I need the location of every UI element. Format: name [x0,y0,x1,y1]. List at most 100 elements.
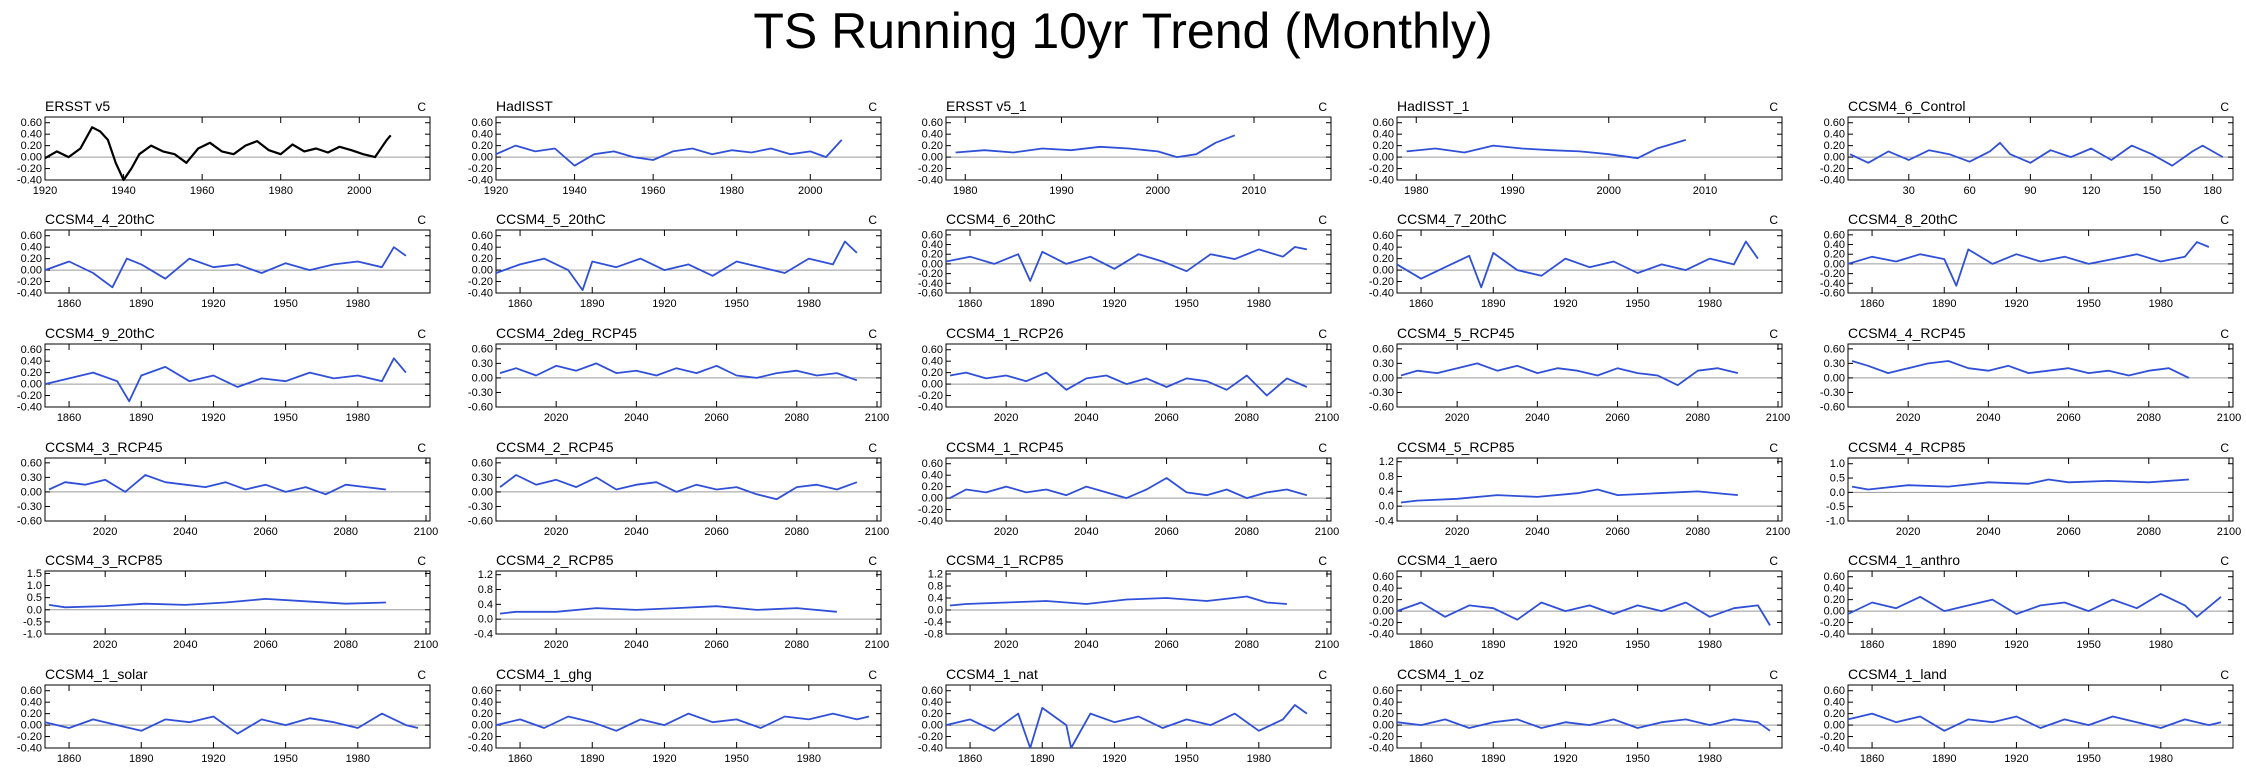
y-tick-label: 0.8 [1379,471,1394,483]
y-tick-label: 0.60 [1824,571,1845,583]
y-tick-label: -0.60 [468,516,493,528]
y-tick-label: -0.40 [17,402,42,414]
y-tick-label: 0.60 [922,344,943,356]
panel-title: CCSM4_1_aero [1397,552,1498,568]
series-line [495,712,870,732]
series-line [44,712,419,735]
y-tick-label: 0.20 [1824,708,1845,720]
x-tick-label: 1890 [1030,298,1054,310]
panel-ccsm4-3-rcp85: CCSM4_3_RCP85 C -1.0-0.50.00.51.01.5 2020 20… [23,552,438,651]
y-tick-label: -0.40 [1820,175,1845,187]
x-tick-label: 1980 [2149,639,2173,651]
series-line [955,134,1236,159]
plot-frame [495,684,882,749]
y-tick-label: 0.00 [472,265,493,277]
x-tick-label: 1980 [953,185,977,197]
y-tick-label: 0.20 [1373,708,1394,720]
x-tick-label: 1920 [1553,298,1577,310]
x-tick-label: 1980 [346,412,370,424]
y-tick-label: 0.40 [472,129,493,141]
panel-ccsm4-2-rcp85: CCSM4_2_RCP85 C -0.4 0.0 0.4 0.8 1.2 2020 2040 20… [474,552,889,651]
y-tick-label: 0.00 [922,379,943,391]
x-tick-label: 1860 [1409,639,1433,651]
y-tick-label: -0.20 [17,163,42,175]
y-tick-label: -0.20 [1820,163,1845,175]
y-tick-label: 0.60 [21,685,42,697]
y-tick-label: 0.60 [1373,685,1394,697]
x-tick-label: 2080 [1686,526,1710,538]
y-tick-label: 0.40 [1824,129,1845,141]
y-tick-label: -0.40 [17,743,42,755]
y-tick-label: -0.40 [1369,175,1394,187]
y-tick-label: 1.5 [27,568,42,580]
x-tick-label: 2080 [1235,412,1259,424]
y-tick-label: 0.20 [1373,253,1394,265]
x-tick-label: 2020 [93,639,117,651]
x-tick-label: 2100 [865,526,889,538]
y-tick-label: 0.00 [21,152,42,164]
panel-ccsm4-1-nat: CCSM4_1_nat C -0.40-0.200.000.200.400.60 18… [918,666,1332,765]
panel-unit: C [868,554,877,568]
y-tick-label: 0.00 [1824,152,1845,164]
x-tick-label: 2100 [1315,526,1339,538]
y-tick-label: -0.60 [1820,402,1845,414]
y-tick-label: 0.20 [472,140,493,152]
y-tick-label: 1.0 [1830,458,1845,470]
y-tick-label: 0.60 [922,458,943,470]
y-tick-label: 0.00 [922,258,943,270]
plot-frame [945,684,1332,749]
y-tick-label: 0.20 [21,708,42,720]
x-tick-label: 1860 [1860,298,1884,310]
plot-frame [1847,343,2234,408]
y-tick-label: 0.30 [1373,358,1394,370]
y-tick-label: -1.0 [23,629,42,641]
y-tick-label: -0.20 [17,276,42,288]
x-tick-label: 2020 [544,639,568,651]
y-tick-label: -0.40 [918,175,943,187]
x-tick-label: 2020 [994,412,1018,424]
x-tick-label: 2040 [1976,526,2000,538]
panel-unit: C [1769,327,1778,341]
x-tick-label: 1980 [1247,298,1271,310]
x-tick-label: 2080 [2137,412,2161,424]
panel-title: CCSM4_5_RCP45 [1397,325,1515,341]
x-tick-label: 2020 [544,526,568,538]
y-tick-label: 0.60 [21,344,42,356]
series-line [1400,362,1739,387]
y-tick-label: 0.40 [1373,583,1394,595]
panel-unit: C [417,441,426,455]
x-tick-label: 2100 [865,412,889,424]
x-tick-label: 60 [1963,185,1975,197]
x-tick-label: 1950 [1625,753,1649,765]
panel-ccsm4-4-rcp85: CCSM4_4_RCP85 C -1.0 -0.5 0.0 0.5 1.0 2020 2040 2… [1826,439,2241,538]
y-tick-label: -0.20 [468,731,493,743]
x-tick-label: 1920 [33,185,57,197]
panel-title: HadISST [496,98,553,114]
x-tick-label: 2060 [253,639,277,651]
y-tick-label: 0.60 [472,685,493,697]
x-tick-label: 2080 [785,412,809,424]
y-tick-label: 0.20 [922,249,943,261]
panel-unit: C [1769,668,1778,682]
panel-unit: C [868,668,877,682]
x-tick-label: 1980 [2149,298,2173,310]
x-tick-label: 1920 [652,753,676,765]
y-tick-label: -0.20 [468,163,493,175]
y-tick-label: 0.30 [472,472,493,484]
series-line [499,605,837,615]
y-tick-label: -0.20 [918,163,943,175]
y-tick-label: 0.20 [21,367,42,379]
panel-ccsm4-7-20thc: CCSM4_7_20thC C -0.40-0.200.000.200.400.60… [1369,211,1783,310]
x-tick-label: 1890 [129,753,153,765]
panel-title: CCSM4_1_oz [1397,666,1484,682]
series-line [945,704,1308,749]
panel-ccsm4-1-rcp45: CCSM4_1_RCP45 C -0.40-0.200.000.200.400.60… [918,439,1339,538]
x-tick-label: 2060 [2056,412,2080,424]
plot-frame [1396,116,1783,181]
y-tick-label: -0.40 [1369,629,1394,641]
y-tick-label: 0.5 [27,592,42,604]
y-tick-label: -0.20 [918,390,943,402]
x-tick-label: 1890 [129,412,153,424]
y-tick-label: 0.40 [1824,239,1845,251]
